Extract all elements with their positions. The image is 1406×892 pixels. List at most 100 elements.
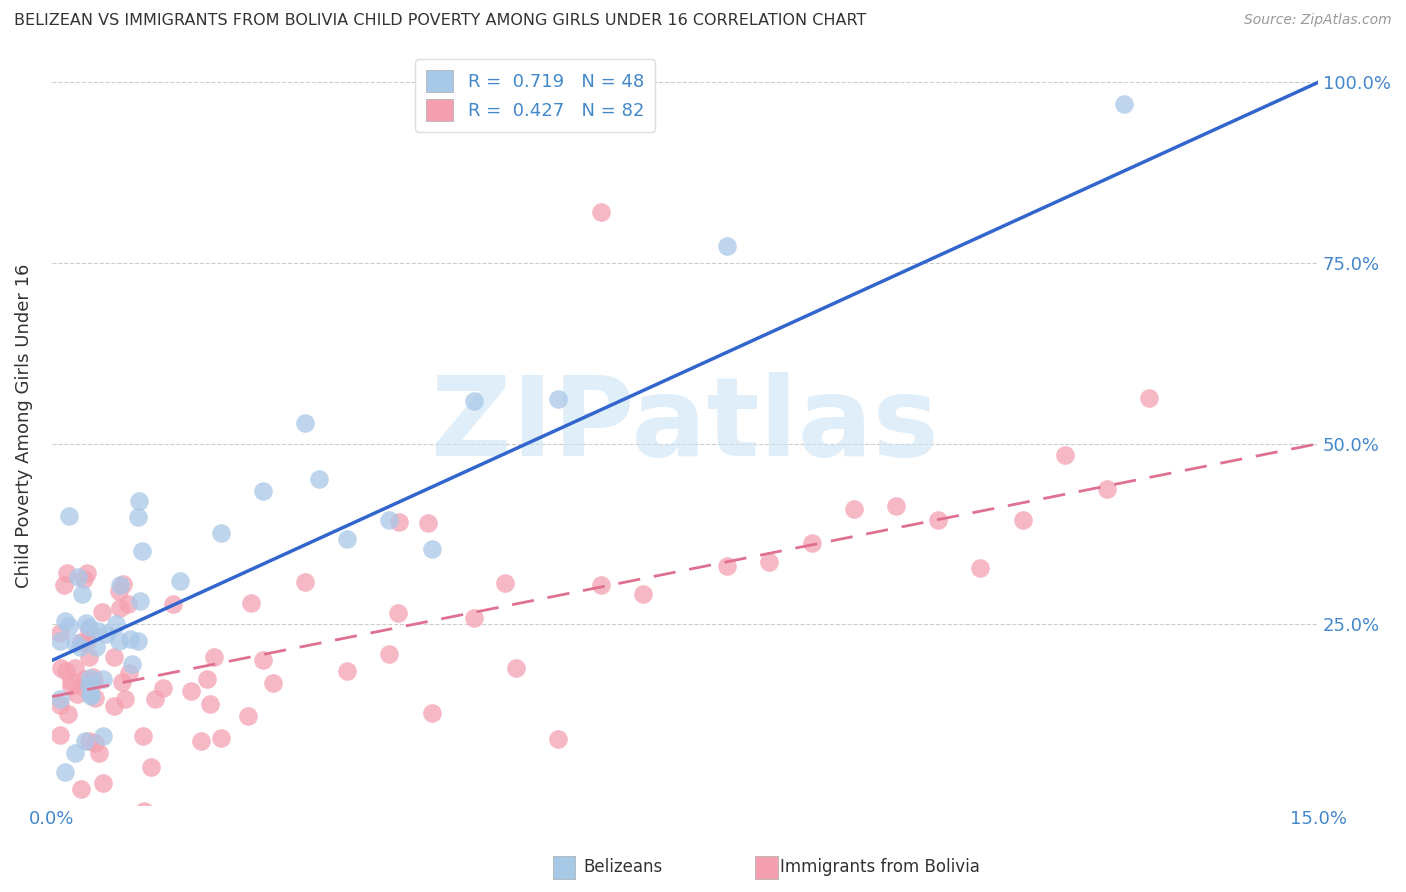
Point [91, 672, 114, 686]
Point [139, 760, 162, 774]
Point [55, 664, 77, 678]
Point [51, 661, 73, 675]
Point [77, 623, 100, 637]
Point [49, 633, 72, 648]
Point [388, 515, 411, 529]
Point [91, 729, 114, 743]
Point [104, 617, 127, 632]
Point [49, 698, 72, 712]
Point [239, 596, 262, 610]
Point [420, 542, 443, 557]
Point [80, 690, 103, 704]
Point [969, 561, 991, 575]
Point [884, 499, 907, 513]
Point [378, 513, 401, 527]
Point [70, 587, 93, 601]
Point [117, 598, 139, 612]
Point [336, 533, 359, 547]
Point [52, 578, 75, 592]
Point [420, 706, 443, 720]
Point [53, 614, 76, 628]
Point [56, 707, 79, 722]
Point [236, 709, 259, 723]
Point [589, 205, 612, 219]
Point [127, 634, 149, 648]
Point [66, 687, 89, 701]
Point [209, 731, 232, 745]
Point [76, 566, 98, 580]
Point [111, 577, 134, 591]
Point [387, 607, 409, 621]
Point [336, 664, 359, 678]
Point [63, 660, 86, 674]
Point [127, 510, 149, 524]
Point [70, 635, 93, 649]
Point [73, 672, 96, 686]
Point [195, 672, 218, 686]
Point [842, 502, 865, 516]
Point [93, 776, 115, 790]
Point [108, 600, 131, 615]
Point [134, 805, 156, 819]
Point [294, 574, 316, 589]
Point [83, 736, 105, 750]
Point [118, 632, 141, 646]
Point [94, 627, 117, 641]
Point [75, 734, 97, 748]
Point [101, 815, 124, 830]
Point [72, 679, 94, 693]
Point [77, 734, 100, 748]
Point [162, 598, 184, 612]
Point [547, 392, 569, 406]
Point [91, 606, 114, 620]
Y-axis label: Child Poverty Among Girls Under 16: Child Poverty Among Girls Under 16 [15, 263, 32, 588]
Point [121, 657, 143, 671]
Point [53, 764, 76, 779]
Point [108, 578, 131, 592]
Point [87, 746, 110, 760]
Point [108, 819, 131, 833]
Point [60, 673, 83, 688]
Point [416, 516, 439, 531]
Point [252, 653, 274, 667]
Point [589, 578, 612, 592]
Point [294, 416, 316, 430]
Point [49, 691, 72, 706]
Text: BELIZEAN VS IMMIGRANTS FROM BOLIVIA CHILD POVERTY AMONG GIRLS UNDER 16 CORRELATI: BELIZEAN VS IMMIGRANTS FROM BOLIVIA CHIL… [14, 13, 866, 29]
Point [143, 691, 166, 706]
Point [716, 238, 738, 252]
Point [69, 640, 91, 654]
Text: ZIPatlas: ZIPatlas [432, 372, 939, 479]
Point [70, 781, 93, 796]
Point [131, 544, 153, 558]
Point [494, 576, 516, 591]
Point [505, 661, 527, 675]
Point [152, 681, 174, 695]
Point [118, 665, 141, 680]
Point [67, 570, 90, 584]
Point [103, 699, 125, 714]
Point [58, 618, 80, 632]
Point [1011, 513, 1033, 527]
Point [308, 472, 330, 486]
Point [204, 650, 226, 665]
Point [76, 634, 98, 648]
Point [547, 732, 569, 747]
Point [128, 493, 150, 508]
Point [83, 690, 105, 705]
Point [378, 647, 401, 661]
Text: Belizeans: Belizeans [583, 858, 662, 876]
Point [75, 616, 97, 631]
Point [60, 679, 83, 693]
Point [180, 684, 202, 698]
Point [129, 593, 152, 607]
Point [198, 697, 221, 711]
Point [1095, 482, 1118, 496]
Point [84, 640, 107, 654]
Point [716, 558, 738, 573]
Point [190, 734, 212, 748]
Legend: R =  0.719   N = 48, R =  0.427   N = 82: R = 0.719 N = 48, R = 0.427 N = 82 [415, 59, 655, 132]
Point [83, 674, 105, 689]
Point [262, 675, 284, 690]
Point [463, 393, 485, 408]
